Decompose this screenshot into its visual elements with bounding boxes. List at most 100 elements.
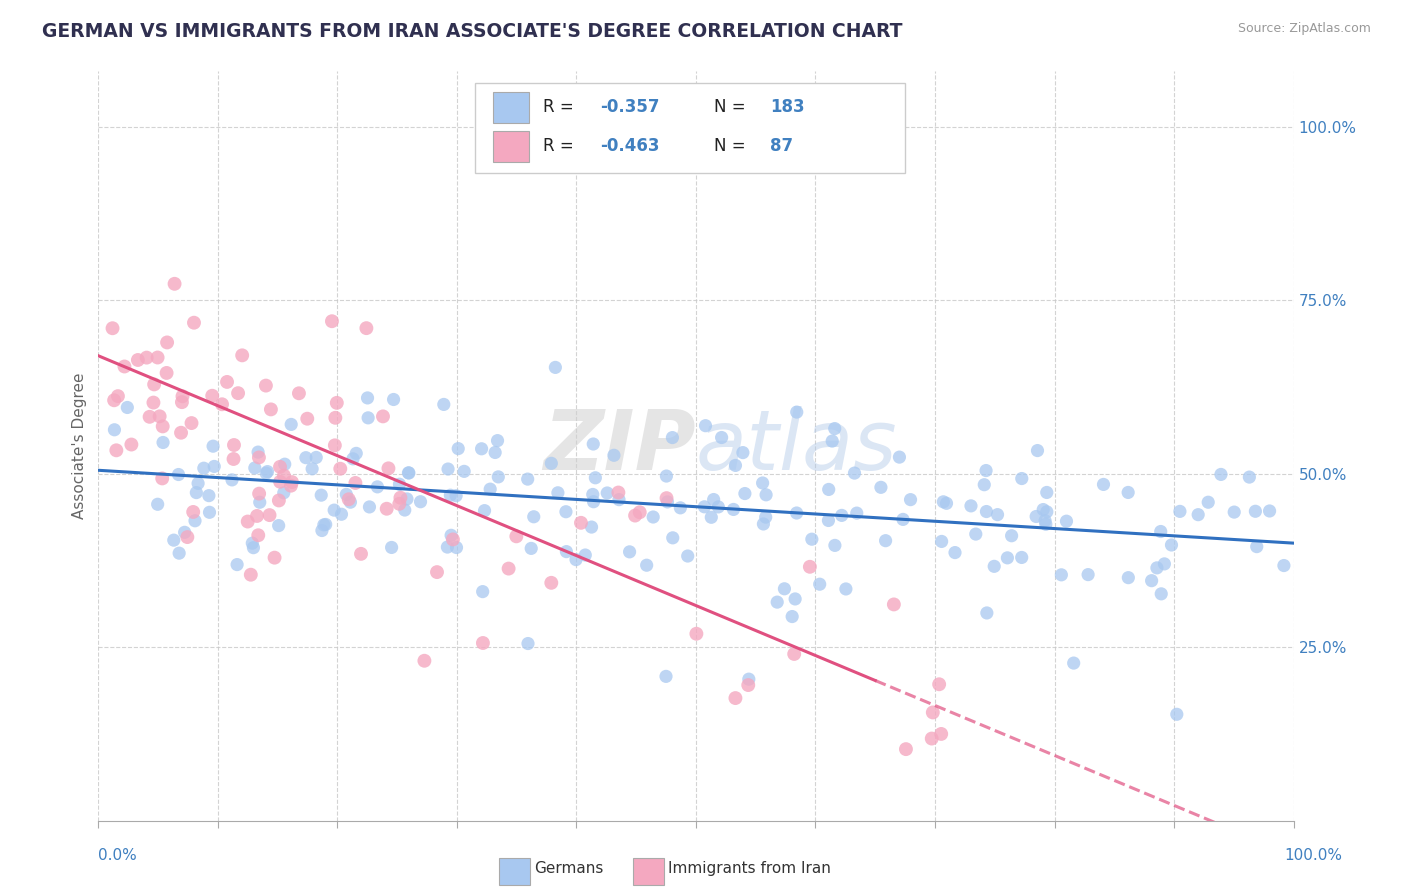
Point [187, 476, 209, 491]
Point [436, 540, 458, 554]
Point [1056, 514, 1078, 528]
Point [800, 532, 823, 546]
Point [900, 492, 922, 507]
Point [875, 533, 897, 548]
Point [581, 520, 603, 534]
Point [143, 377, 166, 392]
Text: 87: 87 [770, 137, 793, 155]
Point [669, 500, 692, 515]
Text: -0.357: -0.357 [600, 98, 659, 116]
Point [1116, 485, 1139, 500]
Point [1150, 524, 1173, 539]
Point [471, 636, 494, 650]
Point [783, 647, 806, 661]
Point [269, 459, 291, 474]
Point [1035, 517, 1057, 532]
Point [737, 678, 759, 692]
Point [335, 487, 357, 501]
Text: 183: 183 [770, 98, 804, 116]
Point [973, 477, 995, 491]
Point [172, 389, 194, 403]
Point [700, 510, 723, 524]
Point [453, 464, 475, 478]
Point [366, 480, 388, 494]
Point [344, 475, 367, 490]
Point [845, 506, 868, 520]
Point [357, 410, 380, 425]
Point [929, 727, 952, 741]
Point [596, 486, 619, 500]
Point [138, 409, 160, 424]
Point [1146, 561, 1168, 575]
Point [555, 544, 578, 558]
Point [921, 706, 943, 720]
Point [976, 504, 998, 518]
Point [724, 458, 747, 473]
Text: ZIP: ZIP [543, 406, 696, 486]
Point [440, 528, 463, 542]
Point [150, 471, 173, 485]
Point [1272, 558, 1295, 573]
Point [243, 461, 266, 475]
Point [388, 497, 411, 511]
Point [540, 456, 562, 470]
Point [280, 478, 302, 492]
Point [474, 503, 496, 517]
Point [986, 508, 1008, 522]
Point [817, 513, 839, 527]
Text: GERMAN VS IMMIGRANTS FROM IRAN ASSOCIATE'S DEGREE CORRELATION CHART: GERMAN VS IMMIGRANTS FROM IRAN ASSOCIATE… [42, 22, 903, 41]
Point [643, 510, 665, 524]
Point [240, 536, 263, 550]
Point [186, 485, 208, 500]
Point [342, 451, 364, 466]
Point [193, 461, 215, 475]
Point [273, 485, 295, 500]
Point [1223, 505, 1246, 519]
Point [146, 497, 169, 511]
Point [281, 475, 304, 489]
Point [155, 366, 177, 380]
Point [752, 516, 775, 531]
Point [1150, 587, 1173, 601]
Point [394, 503, 416, 517]
Point [426, 565, 449, 579]
Point [695, 418, 717, 433]
Point [921, 731, 943, 746]
Point [974, 464, 997, 478]
Point [821, 434, 844, 448]
Point [156, 335, 179, 350]
Point [135, 351, 157, 365]
Point [517, 636, 540, 650]
Point [471, 584, 494, 599]
Point [1077, 567, 1099, 582]
Point [655, 469, 678, 483]
Point [350, 547, 373, 561]
Point [103, 423, 125, 437]
Point [883, 598, 905, 612]
Point [960, 499, 983, 513]
Point [215, 375, 238, 389]
Point [1050, 567, 1073, 582]
Point [808, 577, 831, 591]
Point [398, 466, 420, 480]
Point [540, 575, 562, 590]
Point [398, 466, 420, 480]
Point [1209, 467, 1232, 482]
Point [628, 505, 651, 519]
Text: Source: ZipAtlas.com: Source: ZipAtlas.com [1237, 22, 1371, 36]
Point [173, 525, 195, 540]
Point [603, 448, 626, 462]
Point [183, 316, 205, 330]
Point [236, 515, 259, 529]
Point [254, 466, 277, 480]
Point [751, 475, 773, 490]
Point [163, 533, 186, 548]
Point [1025, 509, 1047, 524]
Point [505, 529, 527, 543]
Point [1187, 508, 1209, 522]
Point [582, 487, 605, 501]
Point [441, 533, 464, 547]
Point [486, 470, 509, 484]
Point [377, 461, 399, 475]
Point [222, 438, 245, 452]
